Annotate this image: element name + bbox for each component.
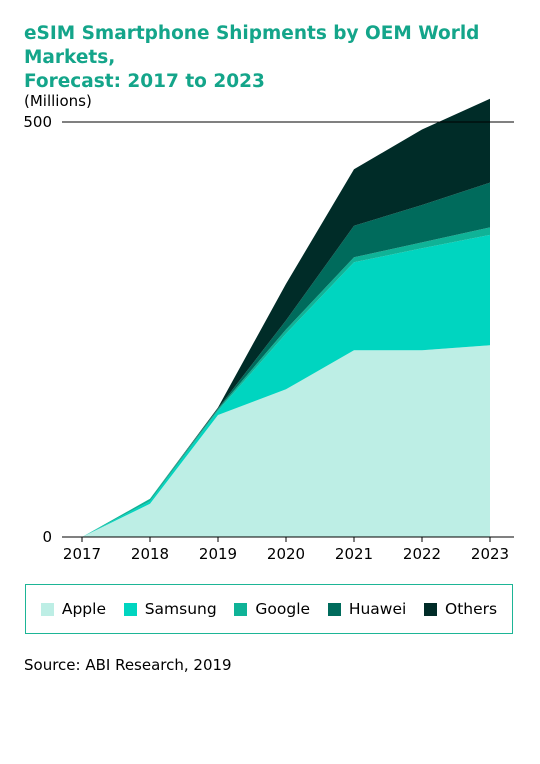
axes: 0 500 2017 2018 2019 2020 2021 2022 2023 <box>23 113 514 563</box>
stacked-area-chart: 0 500 2017 2018 2019 2020 2021 2022 2023 <box>23 98 514 563</box>
area-series-samsung <box>82 234 490 537</box>
legend-item-apple: Apple <box>40 600 106 618</box>
legend-swatch <box>123 602 137 616</box>
area-series-huawei <box>82 182 490 537</box>
chart-legend: Apple Samsung Google Huawei Others <box>25 584 513 634</box>
y-tick-label: 500 <box>23 113 52 131</box>
source-note: Source: ABI Research, 2019 <box>24 656 232 674</box>
x-tick-label: 2017 <box>63 545 101 563</box>
chart-title-line-2: Forecast: 2017 to 2023 <box>24 71 265 92</box>
x-tick-label: 2021 <box>335 545 373 563</box>
legend-label: Samsung <box>144 600 217 618</box>
legend-swatch <box>424 602 438 616</box>
area-series-others <box>82 98 490 538</box>
x-tick-label: 2022 <box>403 545 441 563</box>
chart-title-line-1: eSIM Smartphone Shipments by OEM World M… <box>24 23 480 68</box>
legend-label: Apple <box>61 600 106 618</box>
legend-item-others: Others <box>424 600 497 618</box>
chart-title: eSIM Smartphone Shipments by OEM World M… <box>24 22 534 94</box>
area-layers <box>82 98 490 538</box>
x-tick-label: 2018 <box>131 545 169 563</box>
legend-label: Huawei <box>348 600 407 618</box>
area-series-apple <box>82 345 490 537</box>
x-tick-label: 2023 <box>471 545 509 563</box>
y-tick-label: 0 <box>42 528 52 546</box>
y-axis-unit-label: (Millions) <box>24 92 92 110</box>
legend-swatch <box>40 602 54 616</box>
legend-label: Others <box>445 600 498 618</box>
legend-item-huawei: Huawei <box>327 600 407 618</box>
legend-label: Google <box>255 600 311 618</box>
legend-swatch <box>234 602 248 616</box>
x-tick-label: 2020 <box>267 545 305 563</box>
legend-item-samsung: Samsung <box>123 600 217 618</box>
x-tick-label: 2019 <box>199 545 237 563</box>
legend-swatch <box>327 602 341 616</box>
legend-item-google: Google <box>234 600 310 618</box>
